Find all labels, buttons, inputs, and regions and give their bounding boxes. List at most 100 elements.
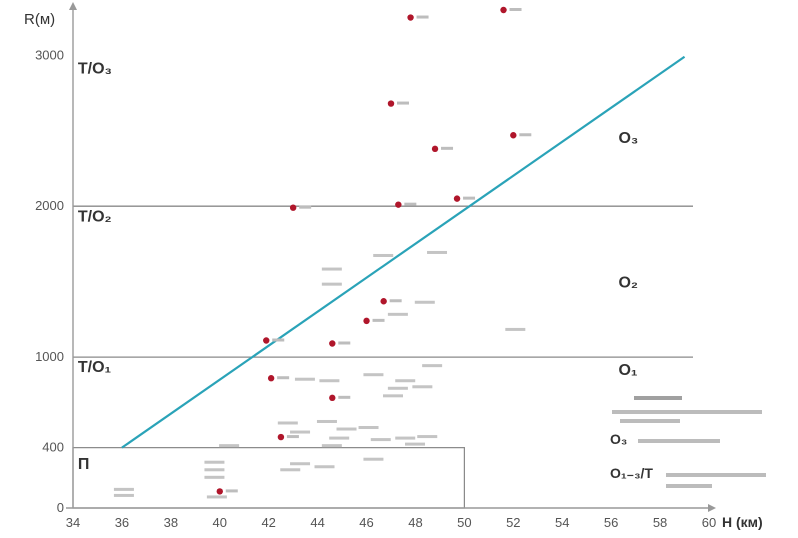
x-axis-label: H (км) [722,514,763,530]
region-label-2: T/O₁ [78,359,112,376]
point-label-mark [321,282,342,286]
point-label-mark [363,373,384,377]
fit-line [121,55,686,449]
y-tick-2000: 2000 [35,198,64,213]
point-label-mark [441,146,454,150]
data-point [329,340,336,347]
point-label-mark [414,300,435,304]
tick-labels-layer: 34 36 38 40 42 44 46 48 50 52 54 56 58 60 0 400 1000 2000… [35,47,716,530]
x-tick-50: 50 [457,515,471,530]
data-point [216,488,223,495]
point-label-mark [395,436,416,440]
point-label-mark [416,15,429,19]
axes-layer [66,2,716,512]
region-label-6: П [78,456,90,473]
point-label-mark [204,460,225,464]
x-tick-52: 52 [506,515,520,530]
data-point [263,337,270,344]
point-label-mark [277,421,298,425]
point-label-mark [370,438,391,442]
point-label-mark [290,462,311,466]
point-label-mark [314,465,335,469]
point-label-mark [387,312,408,316]
region-label-1: T/O₂ [78,208,112,225]
data-point [510,132,517,139]
point-label-mark [277,376,290,380]
point-label-mark [286,435,299,439]
y-tick-3000: 3000 [35,47,64,62]
point-label-mark [387,386,408,390]
region-label-3: O₃ [618,130,638,147]
point-label-mark [206,495,227,499]
point-label-mark [290,430,311,434]
region-p-box [72,447,465,509]
data-point [267,375,275,382]
data-points-layer [113,6,532,499]
legend-text-mark [666,484,712,488]
region-label-5: O₁ [618,362,637,379]
data-point [395,201,402,208]
point-label-mark [294,377,315,381]
y-axis-label: R(м) [24,11,55,28]
point-label-mark [405,442,426,446]
point-label-mark [505,327,526,331]
data-point [277,433,285,441]
point-label-mark [397,101,409,105]
point-label-mark [404,202,417,206]
data-point [453,195,461,202]
point-label-mark [336,427,357,431]
point-label-mark [204,475,225,479]
point-label-mark [204,468,225,472]
point-label-mark [395,379,416,383]
x-tick-60: 60 [702,515,716,530]
data-point [407,14,414,21]
point-label-mark [422,364,443,368]
point-label-mark [225,489,238,493]
region-labels-layer: T/O₃ T/O₂ T/O₁ O₃ O₂ O₁ П [78,60,638,472]
y-tick-400: 400 [42,440,64,455]
point-label-mark [316,419,337,423]
legend-line-mark [620,419,680,423]
data-point [387,100,395,107]
data-point [500,6,507,14]
point-label-mark [358,426,379,430]
data-point [329,394,336,402]
y-tick-0: 0 [57,500,64,515]
x-tick-56: 56 [604,515,618,530]
point-label-mark [272,338,285,342]
x-tick-54: 54 [555,515,569,530]
data-point [380,298,387,305]
point-label-mark [373,253,394,257]
point-label-mark [113,487,134,491]
x-tick-34: 34 [66,515,80,530]
legend-symbol-1: O₃ [610,431,627,447]
data-point [289,204,297,211]
point-label-mark [383,394,403,398]
x-axis-arrow [708,504,716,512]
point-label-mark [338,341,351,345]
point-label-mark [280,468,301,472]
legend-title-mark [634,396,682,400]
y-axis-arrow [69,2,77,10]
data-point [431,145,439,153]
point-label-mark [363,457,384,461]
x-tick-38: 38 [164,515,178,530]
legend-text-mark [638,439,720,443]
point-label-mark [299,205,312,209]
y-tick-1000: 1000 [35,349,64,364]
point-label-mark [372,318,385,322]
point-label-mark [113,493,134,497]
point-label-mark [389,299,402,303]
x-tick-44: 44 [310,515,324,530]
point-label-mark [321,267,342,271]
point-label-mark [321,444,342,448]
point-label-mark [417,435,438,439]
point-label-mark [509,8,522,11]
data-point [363,317,370,325]
region-label-4: O₂ [618,275,638,292]
point-label-mark [219,444,240,448]
point-label-mark [427,250,448,254]
x-tick-48: 48 [408,515,422,530]
x-tick-40: 40 [213,515,227,530]
